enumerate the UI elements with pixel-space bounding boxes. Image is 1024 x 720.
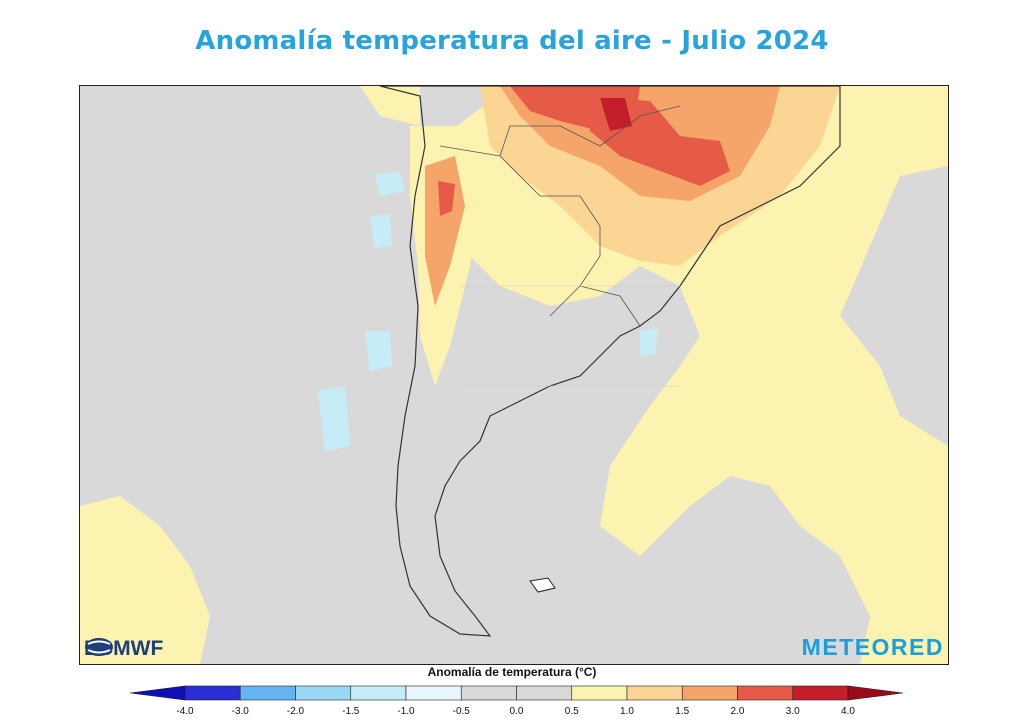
- colorbar-over-arrow: [847, 685, 904, 701]
- colorbar-tick-label: 0.5: [564, 706, 579, 717]
- colorbar-bin: [405, 685, 462, 701]
- anomaly-area-andes-orange: [425, 156, 465, 306]
- colorbar-tick-label: -4.0: [176, 706, 194, 717]
- colorbar-bin: [792, 685, 849, 701]
- ecmwf-logo-icon: [85, 638, 113, 656]
- colorbar-tick-label: -1.0: [397, 706, 415, 717]
- anomaly-area-north-pacific: [360, 86, 420, 126]
- colorbar-tick-label: 1.5: [675, 706, 690, 717]
- continent-outline: [379, 86, 841, 637]
- colorbar-bin: [295, 685, 352, 701]
- country-borders: [439, 105, 681, 327]
- colorbar-bin: [737, 685, 794, 701]
- anomaly-area-blue-2: [370, 214, 392, 248]
- colorbar-tick-label: -2.0: [286, 706, 305, 717]
- falkland-islands: [529, 577, 556, 593]
- anomaly-area-red-andes: [438, 181, 455, 216]
- anomaly-area-atlantic: [430, 86, 948, 664]
- colorbar-tick-label: 1.0: [620, 706, 634, 717]
- anomaly-area-red-core: [600, 98, 632, 131]
- colorbar-tick-label: -3.0: [231, 706, 249, 717]
- colorbar-tick-label: 3.0: [785, 706, 800, 717]
- color-legend: [0, 684, 1024, 720]
- anomaly-area-blue-5: [640, 328, 658, 356]
- anomaly-area-blue-3: [365, 331, 392, 371]
- colorbar: [129, 685, 904, 701]
- map-canvas: [80, 86, 948, 664]
- colorbar-bin: [239, 685, 296, 701]
- colorbar-tick-label: -1.5: [342, 706, 360, 717]
- anomaly-area-blue-4: [318, 386, 350, 451]
- colorbar-bin: [681, 685, 738, 701]
- colorbar-bin: [626, 685, 683, 701]
- colorbar-tick-label: 2.0: [730, 706, 745, 717]
- colorbar-tick-label: 4.0: [841, 706, 855, 717]
- graticule-hint: [460, 285, 680, 387]
- anomaly-area-blue-1: [375, 172, 405, 196]
- ecmwf-logo: ECMWF: [84, 637, 163, 661]
- meteored-logo: METEORED: [801, 634, 944, 660]
- colorbar-under-arrow: [129, 685, 186, 701]
- colorbar-bin: [516, 685, 573, 701]
- colorbar-tick-label: 0.0: [509, 706, 524, 717]
- legend-title: Anomalía de temperatura (°C): [427, 665, 597, 679]
- colorbar-bin: [350, 685, 407, 701]
- anomaly-area-sw-pacific: [80, 496, 210, 664]
- colorbar-bin: [571, 685, 628, 701]
- colorbar-bin: [460, 685, 517, 701]
- colorbar-bin: [184, 685, 241, 701]
- colorbar-tick-label: -0.5: [452, 706, 470, 717]
- anomaly-map: ECMWF METEORED: [79, 85, 949, 665]
- map-title: Anomalía temperatura del aire - Julio 20…: [195, 26, 829, 56]
